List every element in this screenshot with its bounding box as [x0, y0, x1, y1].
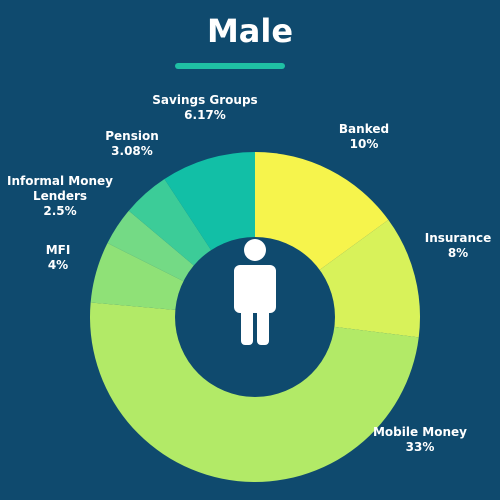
- category-label: Pension: [105, 129, 159, 143]
- value-label: 10%: [349, 137, 379, 151]
- category-label: Insurance: [424, 231, 492, 245]
- slice-label: Informal Money Lenders 2.5%: [0, 174, 120, 219]
- category-label: MFI: [45, 243, 71, 257]
- value-label: 33%: [405, 440, 435, 454]
- value-label: 6.17%: [184, 108, 226, 122]
- donut-hole: [175, 237, 335, 397]
- slice-label: Pension 3.08%: [92, 129, 172, 159]
- value-label: 8%: [447, 246, 469, 260]
- slice-label: Banked 10%: [319, 122, 409, 152]
- slice-label: Insurance 8%: [413, 231, 500, 261]
- category-label: Mobile Money: [372, 425, 467, 439]
- person-icon: [234, 239, 276, 345]
- category-label: Informal Money Lenders: [7, 174, 113, 203]
- slice-label: Mobile Money 33%: [360, 425, 480, 455]
- value-label: 2.5%: [43, 204, 77, 218]
- category-label: Savings Groups: [152, 93, 258, 107]
- title-underline: [175, 63, 285, 69]
- slice-label: Savings Groups 6.17%: [140, 93, 270, 123]
- value-label: 3.08%: [111, 144, 153, 158]
- value-label: 4%: [47, 258, 69, 272]
- chart-title: Male: [206, 12, 294, 50]
- slice-label: MFI 4%: [28, 243, 88, 273]
- category-label: Banked: [338, 122, 390, 136]
